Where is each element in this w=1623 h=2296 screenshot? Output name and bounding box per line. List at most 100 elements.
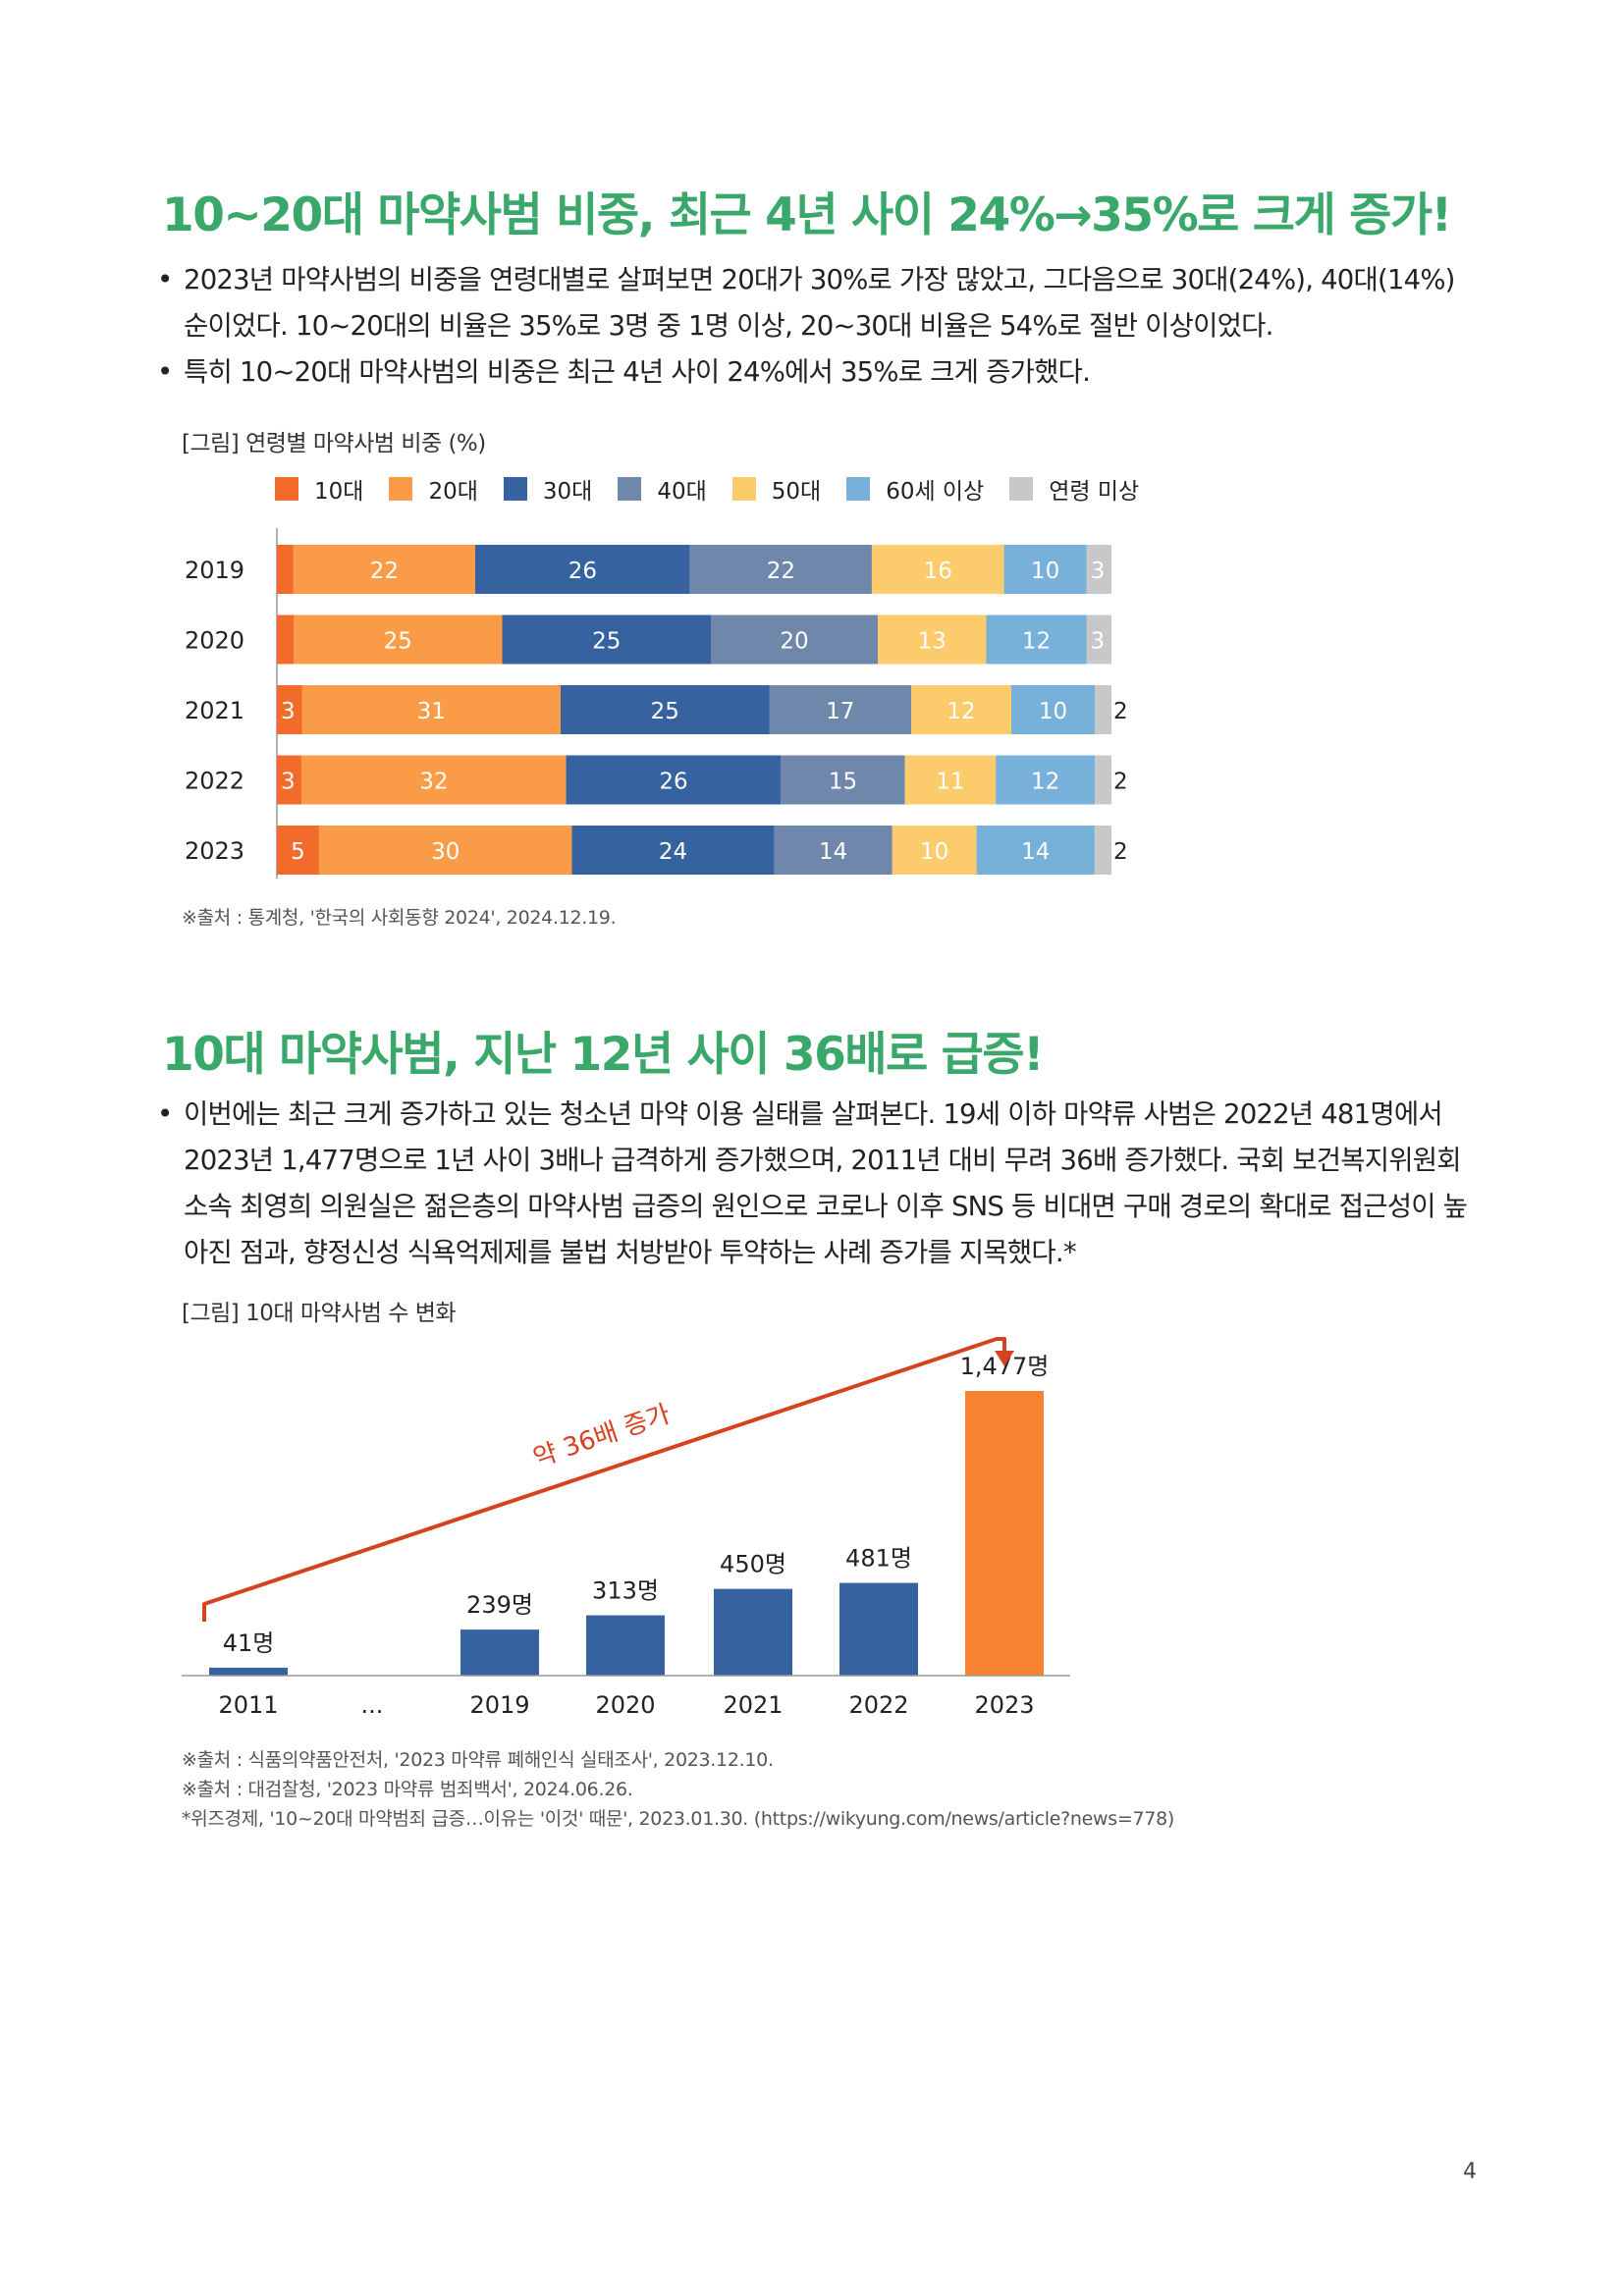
legend-swatch — [618, 477, 642, 501]
data-label: 32 — [419, 770, 448, 795]
legend-label: 30대 — [542, 479, 593, 505]
data-label: 25 — [651, 699, 679, 724]
data-label: 2 — [1113, 770, 1128, 795]
data-label: 3 — [281, 699, 296, 724]
bar — [714, 1588, 792, 1676]
bullet-item: 이번에는 최근 크게 증가하고 있는 청소년 마약 이용 실태를 살펴본다. 1… — [157, 1092, 1483, 1276]
data-label: 13 — [918, 629, 947, 655]
legend-label: 40대 — [657, 479, 707, 505]
data-label: 20 — [780, 629, 808, 655]
data-label: 313명 — [592, 1577, 659, 1605]
data-label: 450명 — [720, 1551, 786, 1578]
x-tick-label: 2021 — [723, 1691, 783, 1719]
data-label: 10 — [1031, 559, 1059, 584]
bar — [839, 1582, 918, 1676]
x-tick-label: 2023 — [974, 1691, 1034, 1719]
bar-segment — [1095, 685, 1111, 734]
bar-segment — [878, 614, 987, 665]
legend-item: 연령 미상 — [1009, 472, 1139, 506]
legend-swatch — [503, 477, 527, 501]
legend-swatch — [1009, 477, 1034, 501]
chart2-caption: [그림] 10대 마약사범 수 변화 — [182, 1301, 457, 1326]
year-label: 2020 — [185, 627, 244, 655]
x-tick-label: 2022 — [848, 1691, 908, 1719]
data-label: 22 — [370, 559, 399, 584]
data-label: 22 — [767, 559, 795, 584]
data-label: 2 — [1113, 699, 1128, 724]
bar-segment — [277, 826, 319, 875]
legend-item: 40대 — [618, 472, 707, 506]
bar-segment — [774, 826, 893, 875]
bar-segment — [1086, 614, 1111, 665]
data-label: 5 — [291, 839, 305, 865]
bar-segment — [566, 755, 782, 805]
bar-segment — [911, 685, 1011, 734]
legend-swatch — [389, 477, 413, 501]
data-label: 12 — [947, 699, 975, 724]
data-label: 16 — [924, 559, 952, 584]
year-label: 2022 — [185, 768, 244, 795]
bar-segment — [571, 826, 775, 875]
bar-segment — [711, 614, 878, 665]
data-label: 26 — [568, 559, 597, 584]
bar — [586, 1615, 665, 1676]
data-label: 2 — [1113, 839, 1128, 865]
section2-title: 10대 마약사범, 지난 12년 사이 36배로 급증! — [162, 1028, 1045, 1082]
bar-segment — [277, 685, 302, 734]
data-label: 10 — [1039, 699, 1067, 724]
bullet-item: 2023년 마약사범의 비중을 연령대별로 살펴보면 20대가 30%로 가장 … — [157, 257, 1483, 349]
legend-label: 50대 — [771, 479, 822, 505]
bar-segment — [871, 545, 1004, 594]
growth-annotation: 약 36배 증가 — [529, 1400, 674, 1473]
bar-segment — [294, 614, 503, 665]
growth-arrowhead — [995, 1351, 1014, 1366]
bar-segment — [986, 614, 1087, 665]
bar — [965, 1391, 1044, 1676]
legend-swatch — [275, 477, 298, 501]
data-label: 3 — [1091, 629, 1106, 655]
data-label: 11 — [936, 770, 964, 795]
bar-segment — [781, 755, 905, 805]
bar-segment — [1094, 826, 1111, 875]
age-share-stacked-bar-chart: 2019222262216103202022525201312320213312… — [185, 528, 1128, 879]
x-tick-label: 2011 — [218, 1691, 278, 1719]
data-label: 12 — [1022, 629, 1051, 655]
data-label: 15 — [829, 770, 857, 795]
data-label: 25 — [592, 629, 621, 655]
data-label: 14 — [819, 839, 847, 865]
source-line: ※출처 : 대검찰청, '2023 마약류 범죄백서', 2024.06.26. — [182, 1779, 633, 1800]
bar-segment — [277, 614, 294, 665]
data-label: 41명 — [223, 1629, 275, 1657]
data-label: 17 — [826, 699, 854, 724]
bar-segment — [277, 545, 294, 594]
chart2-sources: ※출처 : 식품의약품안전처, '2023 마약류 폐해인식 실태조사', 20… — [182, 1745, 1174, 1834]
data-label: 3 — [281, 770, 296, 795]
legend-item: 20대 — [389, 472, 478, 506]
x-tick-label: 2020 — [595, 1691, 655, 1719]
legend-swatch — [731, 477, 756, 501]
data-label: 239명 — [466, 1591, 533, 1619]
bar-segment — [976, 826, 1095, 875]
bar — [460, 1629, 539, 1676]
legend-label: 연령 미상 — [1049, 479, 1140, 505]
bar-segment — [318, 826, 572, 875]
legend-swatch — [846, 477, 871, 501]
x-tick-label: ... — [361, 1691, 384, 1719]
bar-segment — [1086, 545, 1111, 594]
data-label: 14 — [1021, 839, 1050, 865]
growth-arrow-line — [202, 1337, 1006, 1622]
bar-segment — [561, 685, 770, 734]
legend-label: 60세 이상 — [886, 479, 985, 505]
chart1-legend: 10대 20대 30대 40대 50대 60세 이상 연령 미상 — [275, 471, 1164, 507]
section1-title: 10~20대 마약사범 비중, 최근 4년 사이 24%→35%로 크게 증가! — [162, 188, 1452, 242]
legend-item: 10대 — [275, 472, 363, 506]
bar-segment — [293, 545, 475, 594]
data-label: 10 — [920, 839, 948, 865]
bar-segment — [301, 685, 561, 734]
bar-segment — [1003, 545, 1087, 594]
data-label: 12 — [1031, 770, 1059, 795]
bar-segment — [904, 755, 997, 805]
source-line: ※출처 : 식품의약품안전처, '2023 마약류 폐해인식 실태조사', 20… — [182, 1749, 774, 1771]
legend-label: 20대 — [428, 479, 478, 505]
bar-segment — [689, 545, 872, 594]
